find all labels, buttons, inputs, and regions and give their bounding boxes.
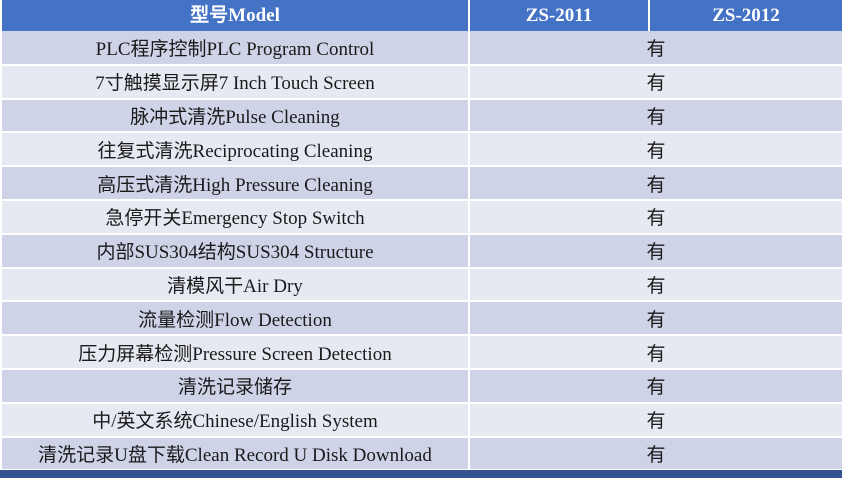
feature-name-cell: 脉冲式清洗Pulse Cleaning (0, 98, 470, 134)
table-row: PLC程序控制PLC Program Control 有 (0, 31, 842, 66)
table-row: 中/英文系统Chinese/English System 有 (0, 402, 842, 438)
table-row: 7寸触摸显示屏7 Inch Touch Screen 有 (0, 64, 842, 100)
availability-cell: 有 (469, 402, 842, 438)
table-row: 清洗记录储存有 (0, 368, 842, 404)
table-body: PLC程序控制PLC Program Control 有 7寸触摸显示屏7 Inch… (0, 31, 842, 472)
availability-cell: 有 (469, 335, 842, 370)
availability-cell: 有 (469, 132, 842, 168)
availability-cell: 有 (469, 301, 842, 337)
feature-name-cell: 清模风干Air Dry (0, 267, 470, 303)
table-row: 清模风干Air Dry 有 (0, 267, 842, 303)
table-row: 流量检测Flow Detection 有 (0, 301, 842, 337)
feature-name-cell: 往复式清洗Reciprocating Cleaning (0, 132, 470, 168)
feature-name-cell: 流量检测Flow Detection (0, 301, 470, 337)
feature-name-cell: 内部SUS304结构SUS304 Structure (0, 233, 470, 269)
column-header-zs-2012: ZS-2012 (648, 0, 842, 31)
feature-name-cell: PLC程序控制PLC Program Control (0, 31, 470, 66)
table-row: 清洗记录U盘下载Clean Record U Disk Download 有 (0, 436, 842, 472)
feature-name-cell: 7寸触摸显示屏7 Inch Touch Screen (0, 64, 470, 100)
feature-name-cell: 压力屏幕检测Pressure Screen Detection (0, 335, 470, 370)
availability-cell: 有 (469, 166, 842, 201)
table-header: 型号Model ZS-2011 ZS-2012 (0, 0, 842, 31)
table-row: 急停开关Emergency Stop Switch 有 (0, 199, 842, 235)
availability-cell: 有 (469, 267, 842, 303)
availability-cell: 有 (469, 98, 842, 134)
availability-cell: 有 (469, 368, 842, 404)
table-row: 压力屏幕检测Pressure Screen Detection 有 (0, 335, 842, 370)
table-row: 往复式清洗Reciprocating Cleaning 有 (0, 132, 842, 168)
table-row: 内部SUS304结构SUS304 Structure 有 (0, 233, 842, 269)
feature-name-cell: 清洗记录U盘下载Clean Record U Disk Download (0, 436, 470, 472)
availability-cell: 有 (469, 436, 842, 472)
column-header-zs-2011: ZS-2011 (468, 0, 650, 31)
feature-name-cell: 清洗记录储存 (0, 368, 470, 404)
feature-name-cell: 急停开关Emergency Stop Switch (0, 199, 470, 235)
availability-cell: 有 (469, 64, 842, 100)
availability-cell: 有 (469, 199, 842, 235)
availability-cell: 有 (469, 31, 842, 66)
bottom-accent-bar (0, 470, 842, 478)
feature-name-cell: 高压式清洗High Pressure Cleaning (0, 166, 470, 201)
table-row: 高压式清洗High Pressure Cleaning 有 (0, 166, 842, 201)
header-row: 型号Model ZS-2011 ZS-2012 (0, 0, 842, 31)
table-row: 脉冲式清洗Pulse Cleaning 有 (0, 98, 842, 134)
column-header-model: 型号Model (0, 0, 470, 31)
feature-name-cell: 中/英文系统Chinese/English System (0, 402, 470, 438)
availability-cell: 有 (469, 233, 842, 269)
